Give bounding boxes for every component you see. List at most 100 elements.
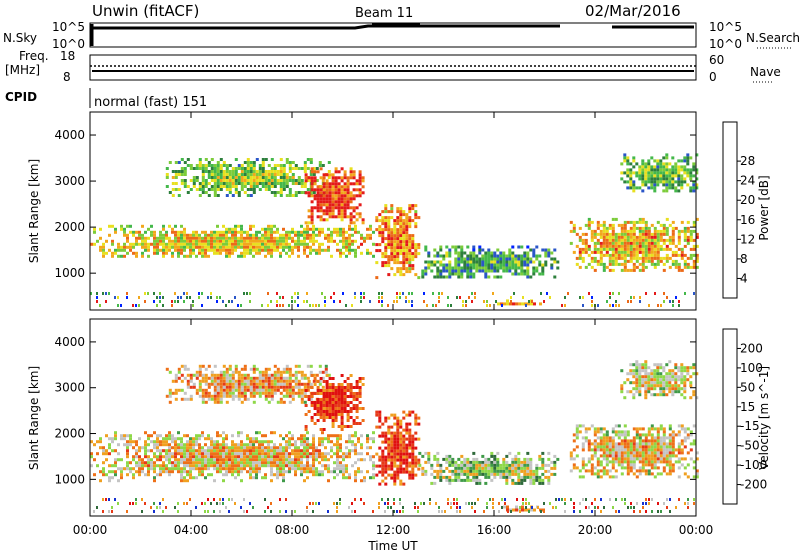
echo-cell (334, 182, 338, 186)
echo-cell (129, 242, 132, 246)
echo-cell (381, 234, 385, 238)
echo-cell (328, 383, 332, 386)
echo-cell (484, 275, 488, 279)
echo-cell (297, 388, 301, 392)
echo-cell (237, 373, 241, 377)
echo-cell (201, 364, 205, 368)
echo-cell (665, 168, 669, 172)
echo-cell (325, 395, 329, 398)
echo-cell (234, 227, 237, 231)
echo-cell (478, 478, 482, 482)
echo-cell (240, 458, 243, 462)
echo-cell (526, 272, 530, 276)
echo-cell (198, 464, 201, 468)
echo-cell (462, 300, 464, 303)
echo-cell (496, 463, 500, 467)
echo-cell (177, 431, 180, 435)
echo-cell (366, 440, 369, 444)
echo-cell (505, 269, 509, 273)
echo-cell (650, 223, 654, 227)
echo-cell (596, 448, 600, 452)
echo-cell (219, 382, 223, 386)
echo-cell (123, 227, 126, 231)
echo-cell (291, 388, 295, 392)
echo-cell (321, 248, 324, 252)
echo-cell (647, 174, 651, 178)
echo-cell (189, 452, 192, 456)
echo-cell (276, 227, 279, 231)
echo-cell (273, 182, 277, 185)
echo-cell (493, 257, 497, 261)
echo-cell (243, 461, 246, 465)
echo-cell (358, 422, 362, 425)
echo-cell (276, 379, 280, 383)
echo-cell (671, 259, 675, 263)
echo-cell (411, 292, 413, 295)
echo-cell (325, 188, 329, 192)
echo-cell (297, 437, 300, 441)
echo-cell (369, 224, 372, 228)
echo-cell (620, 448, 624, 452)
echo-cell (360, 233, 363, 237)
echo-cell (228, 373, 232, 377)
echo-cell (544, 260, 548, 264)
echo-cell (617, 445, 621, 449)
echo-cell (674, 262, 678, 266)
echo-cell (195, 230, 198, 234)
echo-cell (282, 446, 285, 450)
echo-cell (692, 165, 696, 169)
echo-cell (237, 164, 241, 167)
echo-cell (228, 236, 231, 240)
echo-cell (366, 470, 369, 474)
echo-cell (294, 458, 297, 462)
echo-cell (270, 185, 274, 188)
echo-cell (472, 260, 476, 264)
echo-cell (360, 251, 363, 255)
echo-cell (322, 428, 326, 431)
echo-cell (351, 304, 353, 307)
echo-cell (204, 391, 208, 395)
echo-cell (333, 443, 336, 447)
echo-cell (343, 395, 347, 398)
echo-cell (635, 253, 639, 257)
echo-cell (508, 260, 512, 264)
echo-cell (240, 388, 244, 392)
echo-cell (414, 413, 418, 417)
echo-cell (228, 173, 232, 176)
echo-cell (499, 260, 503, 264)
echo-cell (309, 382, 313, 386)
echo-cell (471, 292, 473, 295)
echo-cell (102, 449, 105, 453)
echo-cell (623, 220, 627, 224)
echo-cell (225, 304, 227, 307)
echo-cell (258, 385, 262, 389)
echo-cell (322, 413, 326, 416)
echo-cell (171, 245, 174, 249)
echo-cell (405, 446, 409, 450)
echo-cell (505, 481, 509, 485)
echo-cell (264, 242, 267, 246)
echo-cell (605, 463, 609, 467)
echo-cell (225, 254, 228, 258)
echo-cell (322, 188, 326, 192)
echo-cell (207, 242, 210, 246)
echo-cell (653, 250, 657, 254)
echo-cell (662, 168, 666, 172)
echo-cell (312, 373, 316, 377)
echo-cell (273, 443, 276, 447)
echo-cell (396, 446, 400, 450)
echo-cell (174, 464, 177, 468)
echo-cell (439, 475, 443, 479)
echo-cell (614, 451, 618, 455)
echo-cell (309, 248, 312, 252)
echo-cell (177, 188, 181, 191)
echo-cell (325, 179, 329, 183)
echo-cell (361, 383, 365, 386)
echo-cell (514, 466, 518, 470)
echo-cell (334, 203, 338, 207)
echo-cell (343, 194, 347, 198)
echo-cell (246, 382, 250, 386)
echo-cell (108, 224, 111, 228)
echo-cell (318, 242, 321, 246)
echo-cell (225, 248, 228, 252)
